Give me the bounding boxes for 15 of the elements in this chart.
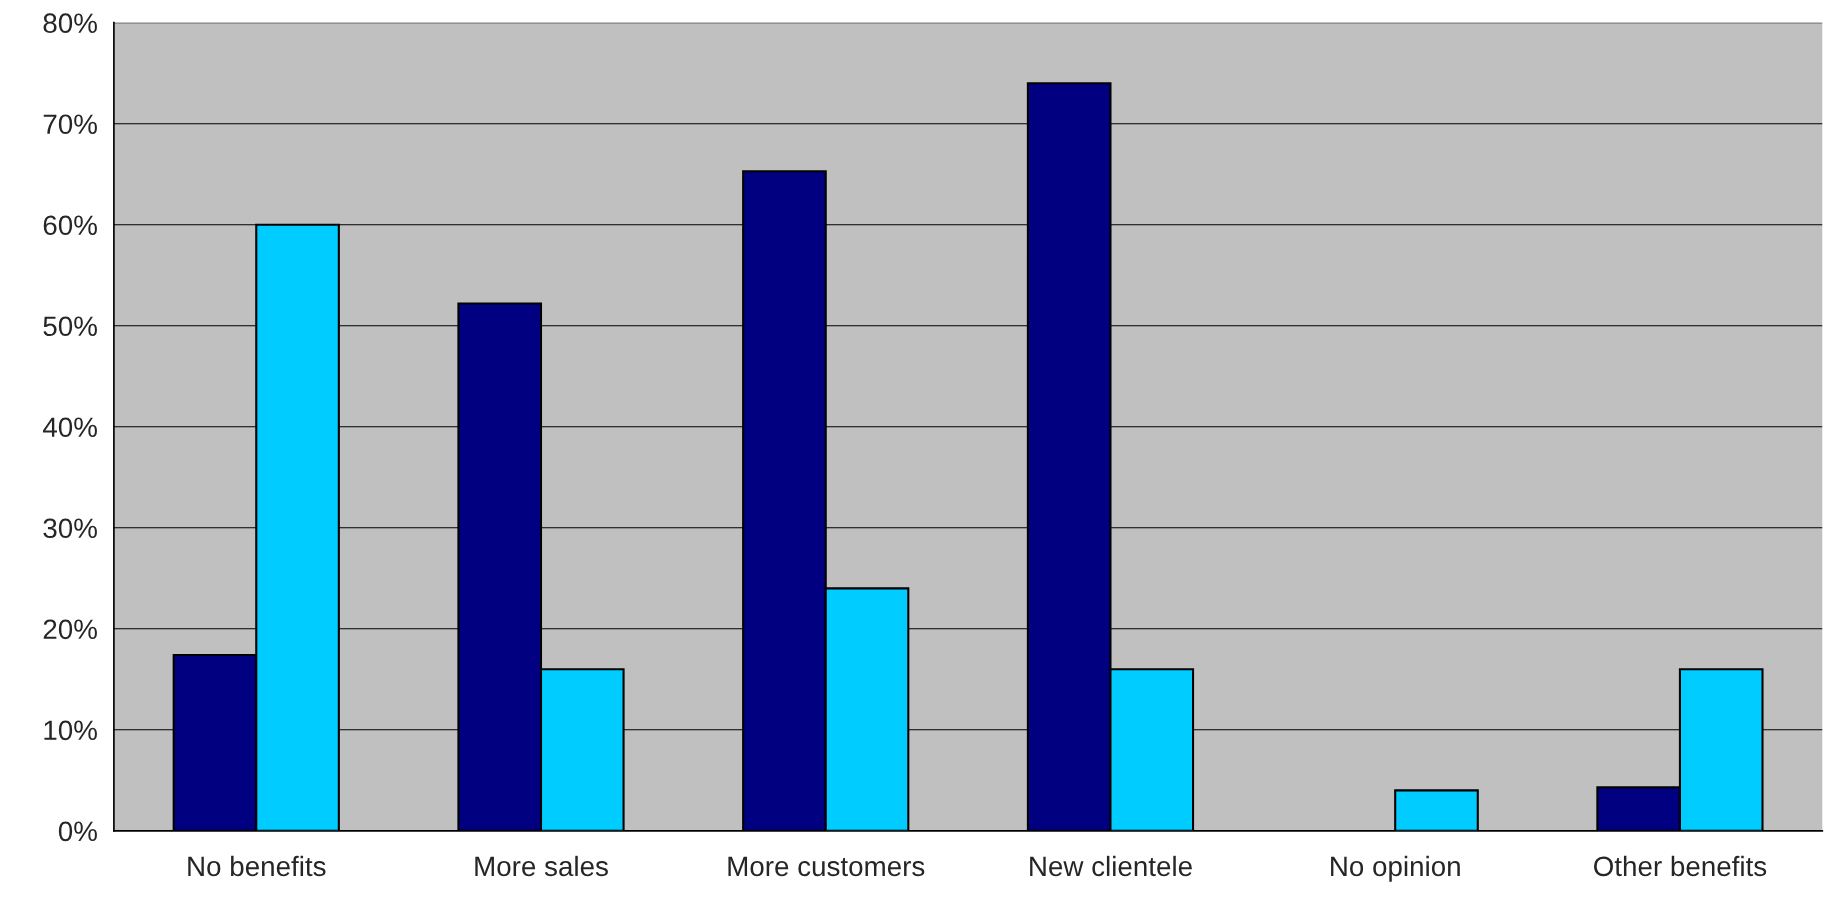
x-tick-label: More sales [475,855,608,877]
y-tick-label: 40% [42,417,97,438]
y-tick-label: 60% [43,215,97,236]
x-tick-label: New clientele [1030,855,1192,877]
x-tick-label: No benefits [188,855,326,877]
y-tick-label: 30% [43,518,97,539]
x-tick-label: More customers [728,856,925,877]
y-tick-label: 20% [43,619,97,640]
x-tick-label: No opinion [1331,855,1460,882]
x-tick-label: Other benefits [1594,855,1767,877]
y-tick-label: 70% [43,114,97,135]
y-tick-label: 50% [43,316,97,337]
y-tick-label: 80% [43,13,97,34]
y-tick-label: 10% [44,720,97,741]
y-tick-label: 0% [58,821,97,842]
